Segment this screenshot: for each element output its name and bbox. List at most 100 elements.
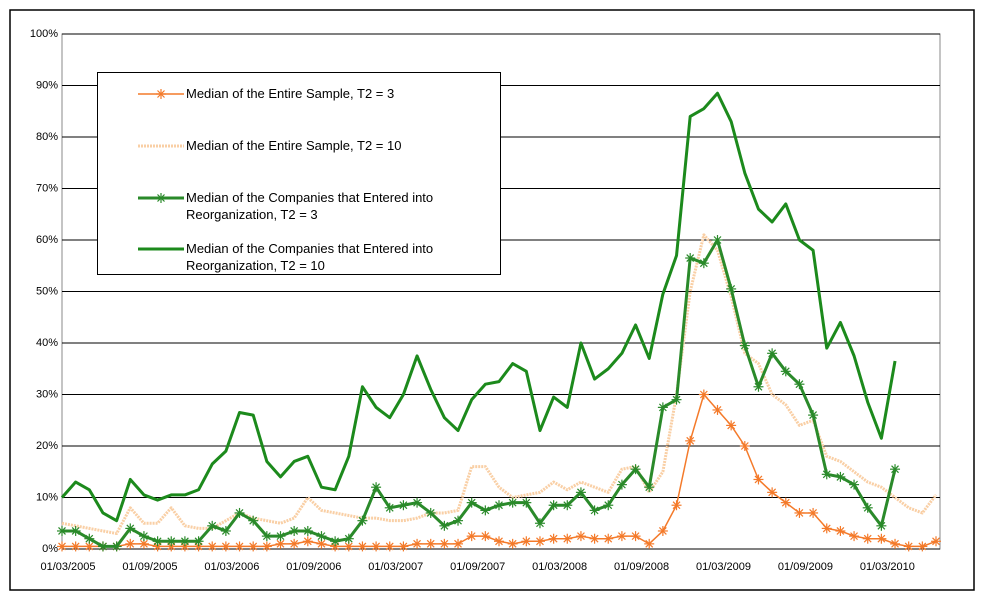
marker-stroke	[686, 436, 695, 445]
marker-stroke	[303, 527, 312, 535]
marker-stroke	[604, 501, 613, 510]
marker-stroke	[208, 521, 217, 530]
marker-stroke	[140, 539, 148, 548]
legend-swatch	[138, 247, 184, 251]
point-marker	[548, 500, 559, 511]
marker-stroke	[863, 503, 872, 512]
point-marker	[453, 515, 464, 526]
marker-stroke	[590, 534, 599, 543]
point-marker	[289, 525, 300, 536]
point-marker	[821, 523, 832, 534]
point-marker	[849, 479, 860, 490]
point-marker	[480, 531, 491, 542]
marker-stroke	[157, 90, 165, 98]
point-marker	[125, 538, 136, 549]
point-marker	[466, 497, 477, 508]
series-line	[61, 233, 938, 536]
point-marker	[330, 536, 341, 547]
point-marker	[439, 538, 450, 549]
frame	[9, 9, 975, 591]
point-marker	[753, 381, 764, 392]
marker-stroke	[290, 527, 299, 535]
marker-stroke	[454, 539, 462, 548]
marker-stroke	[426, 509, 435, 517]
marker-stroke	[126, 524, 135, 533]
marker-stroke	[822, 470, 831, 479]
point-marker	[712, 235, 723, 245]
y-tick-label: 10%	[36, 491, 58, 503]
marker-stroke	[495, 501, 503, 510]
y-tick-label: 80%	[36, 131, 58, 143]
marker-stroke	[467, 532, 476, 541]
point-marker	[425, 538, 436, 549]
y-tick-label: 90%	[36, 79, 58, 91]
marker-stroke	[536, 519, 544, 528]
point-marker	[166, 536, 177, 547]
legend-swatch	[138, 144, 184, 148]
marker-stroke	[836, 472, 845, 481]
point-marker	[384, 502, 395, 513]
point-marker	[534, 518, 545, 529]
point-marker	[726, 420, 737, 431]
marker-stroke	[522, 537, 531, 546]
point-marker	[575, 531, 586, 542]
marker-stroke	[850, 480, 858, 489]
point-marker	[57, 525, 67, 536]
marker-stroke	[631, 465, 640, 474]
point-marker	[603, 500, 614, 511]
point-marker	[835, 525, 846, 536]
point-marker	[439, 520, 450, 531]
marker-stroke	[262, 542, 271, 551]
point-marker	[726, 283, 737, 294]
marker-stroke	[157, 194, 165, 202]
point-marker	[111, 541, 122, 552]
marker-stroke	[413, 498, 421, 507]
point-marker	[398, 541, 409, 552]
point-marker	[261, 531, 272, 542]
point-marker	[453, 538, 464, 549]
marker-stroke	[208, 542, 217, 551]
marker-stroke	[71, 542, 80, 551]
marker-stroke	[508, 498, 517, 507]
marker-stroke	[99, 542, 107, 551]
marker-stroke	[918, 542, 927, 551]
marker-stroke	[577, 532, 585, 541]
point-marker	[849, 531, 860, 542]
marker-stroke	[372, 483, 381, 492]
y-tick-label: 60%	[36, 234, 58, 246]
point-marker	[739, 441, 750, 451]
y-tick-label: 20%	[36, 440, 58, 452]
point-marker	[261, 541, 272, 552]
point-marker	[808, 410, 819, 421]
point-marker	[890, 538, 901, 549]
point-marker	[220, 541, 231, 552]
x-tick-label: 01/09/2005	[122, 561, 177, 573]
point-marker	[698, 389, 709, 400]
marker-stroke	[768, 488, 777, 497]
point-marker	[917, 541, 928, 552]
marker-stroke	[194, 537, 203, 546]
marker-stroke	[536, 537, 544, 546]
marker-stroke	[221, 542, 230, 551]
point-marker	[412, 497, 423, 508]
marker-stroke	[672, 501, 681, 510]
x-tick-label: 01/03/2006	[204, 561, 259, 573]
point-marker	[616, 531, 627, 542]
point-marker	[753, 474, 764, 485]
marker-stroke	[740, 341, 749, 350]
marker-stroke	[645, 539, 654, 548]
point-marker	[767, 348, 778, 359]
point-marker	[657, 402, 668, 413]
point-marker	[234, 507, 245, 518]
marker-stroke	[727, 421, 736, 430]
x-tick-label: 01/03/2007	[368, 561, 423, 573]
marker-stroke	[481, 506, 490, 515]
marker-stroke	[549, 501, 558, 510]
point-marker	[302, 536, 313, 547]
point-marker	[657, 525, 668, 536]
point-marker	[862, 533, 873, 544]
marker-stroke	[631, 532, 640, 541]
marker-stroke	[399, 501, 408, 510]
point-marker	[70, 541, 81, 552]
